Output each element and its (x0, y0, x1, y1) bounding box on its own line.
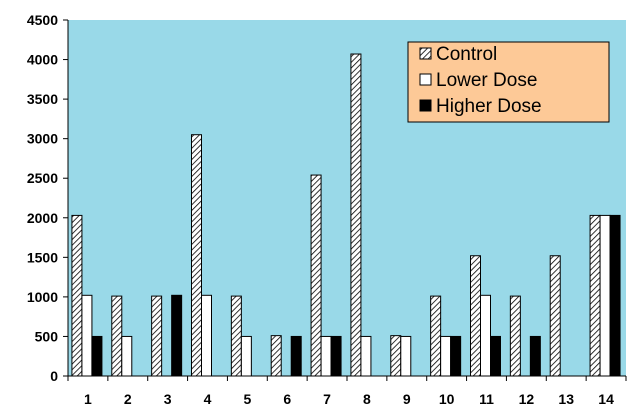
y-tick-label: 2000 (27, 210, 58, 226)
bar-control (151, 295, 163, 377)
bar-control (310, 174, 322, 377)
x-tick-label: 14 (598, 391, 614, 407)
bar-higher-dose (171, 294, 183, 377)
x-tick-label: 5 (243, 391, 251, 407)
y-tick-label: 3000 (27, 131, 58, 147)
bar-higher-dose (609, 214, 621, 377)
bar-control (191, 134, 202, 377)
x-tick-label: 2 (124, 391, 132, 407)
bar-control (71, 214, 83, 377)
y-tick-label: 3500 (27, 91, 58, 107)
bar-control (111, 295, 123, 377)
y-tick-group: 0 500 1000 1500 2000 2500 3000 3500 4000 4500 (27, 12, 68, 384)
x-tick-label: 4 (204, 391, 212, 407)
x-tick-label: 8 (363, 391, 371, 407)
x-tick-label: 9 (403, 391, 411, 407)
bar-higher-dose (490, 335, 501, 377)
bar-lower-dose (320, 335, 332, 377)
legend-swatch (419, 99, 432, 112)
x-tick-label: 6 (283, 391, 291, 407)
bar-lower-dose (121, 335, 133, 377)
bar-control (430, 295, 442, 377)
x-tick-label: 13 (558, 391, 574, 407)
bar-higher-dose (91, 335, 103, 377)
legend-box (407, 41, 610, 123)
bar-higher-dose (529, 335, 541, 377)
legend-label: Lower Dose (436, 70, 537, 91)
x-tick-group: 1 2 3 4 5 6 7 8 9 10 11 12 13 14 (67, 376, 627, 407)
bar-lower-dose (400, 335, 412, 377)
legend-swatch (419, 47, 432, 60)
y-tick-label: 500 (35, 328, 59, 344)
bar-lower-dose (480, 294, 491, 377)
x-tick-label: 7 (323, 391, 331, 407)
x-tick-label: 3 (164, 391, 172, 407)
bar-lower-dose (440, 335, 452, 377)
legend-label: Control (436, 44, 497, 65)
bar-control (549, 255, 561, 377)
y-tick-label: 1000 (27, 289, 58, 305)
bar-control (270, 335, 282, 377)
bar-higher-dose (330, 335, 342, 377)
bar-lower-dose (201, 294, 212, 377)
y-tick-label: 0 (50, 368, 58, 384)
bar-lower-dose (599, 214, 611, 377)
bar-higher-dose (450, 335, 462, 377)
y-tick-label: 4500 (27, 12, 58, 28)
x-tick-label: 12 (519, 391, 535, 407)
bar-control (470, 255, 481, 377)
bar-lower-dose (240, 335, 252, 377)
legend-label: Higher Dose (436, 96, 542, 117)
bar-higher-dose (290, 335, 302, 377)
y-tick-label: 1500 (27, 249, 58, 265)
bar-lower-dose (360, 335, 372, 377)
bar-lower-dose (81, 294, 93, 377)
bar-control (390, 335, 402, 377)
x-tick-label: 11 (479, 391, 494, 407)
legend-swatch (419, 73, 432, 86)
legend: Control Lower Dose Higher Dose (407, 41, 610, 123)
bar-control (589, 214, 601, 377)
y-tick-label: 4000 (27, 52, 58, 68)
bar-control (350, 53, 362, 377)
bar-control (509, 295, 521, 377)
x-tick-label: 1 (84, 391, 92, 407)
x-tick-label: 10 (439, 391, 455, 407)
y-tick-label: 2500 (27, 170, 58, 186)
bar-control (230, 295, 242, 377)
